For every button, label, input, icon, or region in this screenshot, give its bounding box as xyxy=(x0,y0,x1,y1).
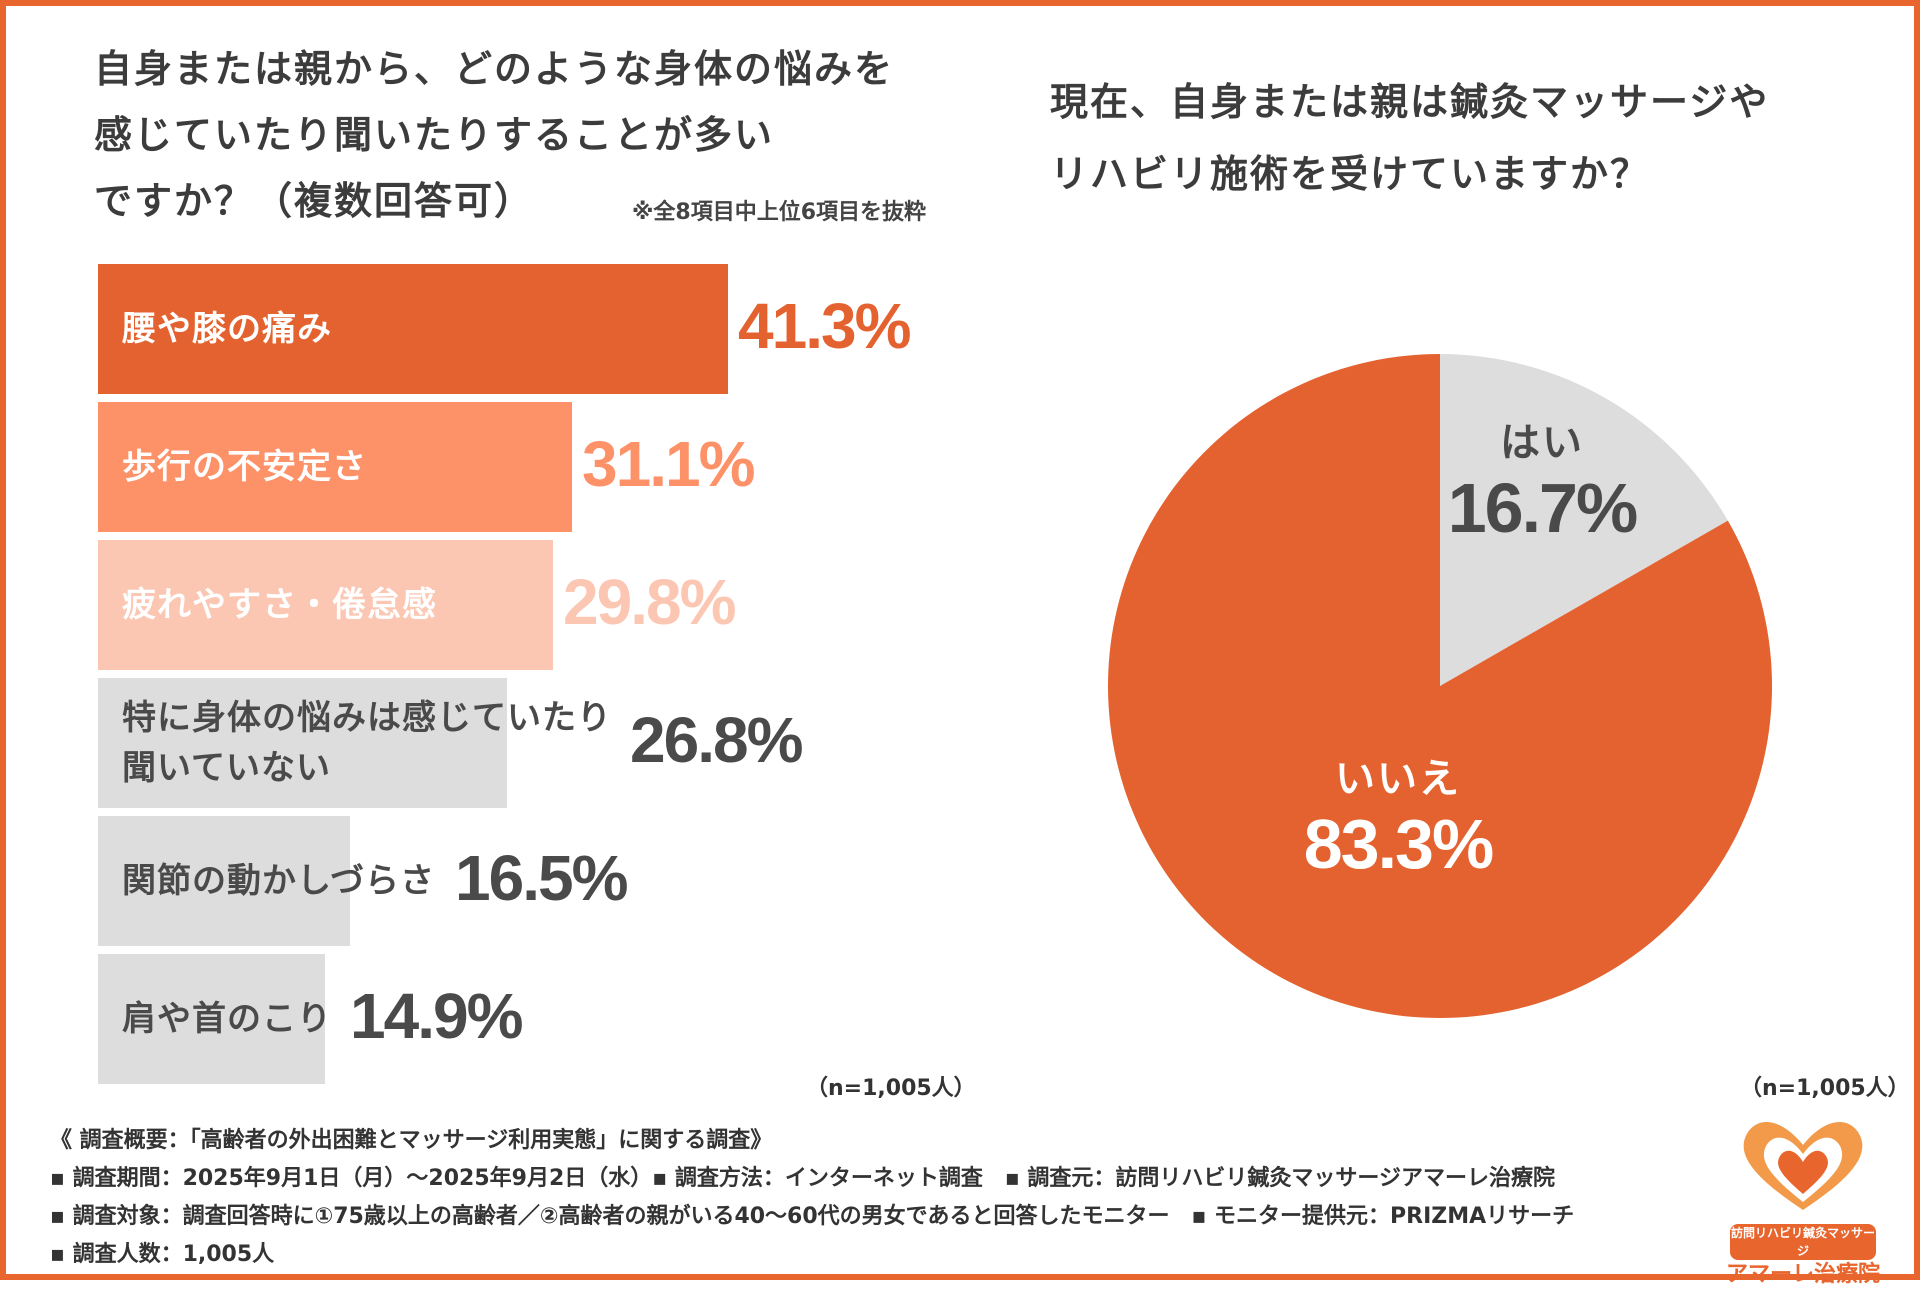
bar-4-label-line: 聞いていない xyxy=(122,748,331,788)
clinic-logo-name: アマーレ治療院 xyxy=(1725,1262,1880,1287)
bar-6 xyxy=(98,954,325,1084)
heart-hands-icon xyxy=(1743,1122,1863,1210)
pie-slice-no xyxy=(1108,354,1772,1018)
bar-1-label-line: 腰や膝の痛み xyxy=(122,309,332,349)
bar-2-value: 31.1% xyxy=(582,428,755,500)
bar-4-label: 特に身体の悩みは感じていたり 聞いていない xyxy=(122,693,612,793)
bar-1 xyxy=(98,264,728,394)
survey-overview: 《 調査概要：「高齢者の外出困難とマッサージ利用実態」に関する調査》 ▪ 調査期… xyxy=(50,1122,1574,1274)
bar-1-label: 腰や膝の痛み xyxy=(122,304,332,354)
bar-chart-title: 自身または親から、どのような身体の悩みを 感じていたり聞いたりすることが多い で… xyxy=(94,36,974,234)
survey-respondents: ▪ 調査人数：1,005人 xyxy=(50,1242,275,1267)
clinic-logo-tagline: 訪問リハビリ鍼灸マッサージ xyxy=(1730,1224,1876,1260)
bar-4 xyxy=(98,678,507,808)
bar-chart-title-line-1: 自身または親から、どのような身体の悩みを xyxy=(94,47,895,91)
bar-3 xyxy=(98,540,553,670)
bar-4-value: 26.8% xyxy=(630,704,803,776)
bar-5-label-line: 関節の動かしづらさ xyxy=(122,861,435,901)
bar-2 xyxy=(98,402,572,532)
bar-1-value: 41.3% xyxy=(738,290,911,362)
bar-3-value: 29.8% xyxy=(563,566,736,638)
bar-5-value: 16.5% xyxy=(455,842,628,914)
bar-5 xyxy=(98,816,350,946)
pie-chart-title-line-2: リハビリ施術を受けていますか？ xyxy=(1050,152,1651,196)
bar-3-label: 疲れやすさ・倦怠感 xyxy=(122,580,437,630)
bar-2-label-line: 歩行の不安定さ xyxy=(122,447,367,487)
bar-chart-sample-size: （n=1,005人） xyxy=(806,1076,976,1101)
pie-value-label: 83.3% xyxy=(1303,805,1494,883)
survey-target-provider: ▪ 調査対象：調査回答時に①75歳以上の高齢者／②高齢者の親がいる40～60代の… xyxy=(50,1204,1575,1229)
pie-chart xyxy=(1108,354,1772,1018)
survey-overview-heading: 《 調査概要：「高齢者の外出困難とマッサージ利用実態」に関する調査》 xyxy=(50,1128,773,1153)
bar-chart-title-line-2: 感じていたり聞いたりすることが多い xyxy=(94,113,775,157)
bar-5-label: 関節の動かしづらさ xyxy=(122,856,435,906)
bar-3-label-line: 疲れやすさ・倦怠感 xyxy=(122,585,437,625)
pie-category-label: いいえ xyxy=(1335,756,1461,802)
pie-label-no: いいえ 83.3% xyxy=(1258,746,1538,884)
pie-value-label: 16.7% xyxy=(1447,469,1638,547)
bar-chart-title-line-3: ですか？（複数回答可） xyxy=(94,179,535,223)
bar-chart-note: ※全8項目中上位6項目を抜粋 xyxy=(632,200,927,225)
pie-chart-title: 現在、自身または親は鍼灸マッサージや リハビリ施術を受けていますか？ xyxy=(1050,66,1910,210)
pie-category-label: はい xyxy=(1500,420,1584,466)
pie-chart-title-line-1: 現在、自身または親は鍼灸マッサージや xyxy=(1050,80,1770,124)
bar-6-label-line: 肩や首のこり xyxy=(122,999,332,1039)
bar-4-label-line: 特に身体の悩みは感じていたり xyxy=(122,698,612,738)
survey-period-method-source: ▪ 調査期間：2025年9月1日（月）～2025年9月2日（水）▪ 調査方法：イ… xyxy=(50,1166,1555,1191)
bar-6-value: 14.9% xyxy=(350,980,523,1052)
pie-chart-sample-size: （n=1,005人） xyxy=(1740,1076,1910,1101)
pie-slice-yes xyxy=(1440,354,1728,686)
bar-2-label: 歩行の不安定さ xyxy=(122,442,367,492)
bar-6-label: 肩や首のこり xyxy=(122,994,332,1044)
clinic-logo: 訪問リハビリ鍼灸マッサージ アマーレ治療院 xyxy=(1718,1110,1888,1287)
pie-label-yes: はい 16.7% xyxy=(1402,410,1682,548)
